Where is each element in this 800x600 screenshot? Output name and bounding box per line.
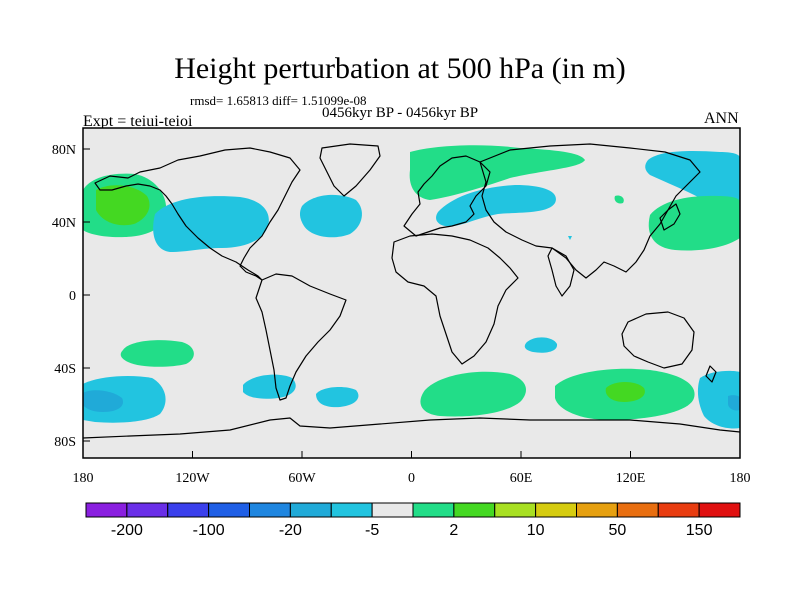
colorbar-label: 150: [686, 522, 713, 539]
colorbar-swatch: [371, 502, 414, 518]
stats-label: rmsd= 1.65813 diff= 1.51099e-08: [190, 93, 367, 108]
colorbar-label: 10: [527, 522, 545, 539]
y-tick-label: 80S: [54, 435, 76, 450]
contour-negative-eurasia: [436, 185, 556, 227]
colorbar-swatch: [698, 502, 741, 518]
y-tick-label: 80N: [52, 143, 76, 158]
period-label: 0456kyr BP - 0456kyr BP: [322, 105, 479, 121]
colorbar-swatch: [289, 502, 332, 518]
season-label: ANN: [704, 110, 739, 127]
coastline-australia: [621, 311, 695, 369]
contour-positive-south-pacific: [120, 340, 194, 367]
colorbar-label: -100: [193, 522, 225, 539]
colorbar-swatch: [576, 502, 618, 518]
coastline-new-zealand: [705, 365, 717, 383]
x-axis-ticks: 180 120W 60W 0 60E 120E 180: [73, 451, 751, 486]
colorbar-swatch: [330, 502, 373, 518]
contour-negative-northeast-asia: [645, 150, 740, 204]
x-tick-label: 0: [408, 471, 415, 486]
coastline-japan: [659, 203, 681, 231]
contour-negative-small-asia: [568, 236, 572, 240]
coastline-india: [547, 247, 575, 297]
chart-title: Height perturbation at 500 hPa (in m): [174, 52, 626, 85]
colorbar-swatch: [85, 502, 128, 518]
coastline-antarctica: [83, 417, 740, 439]
x-tick-label: 180: [730, 471, 751, 486]
colorbar-swatch: [167, 502, 210, 518]
colorbar-label: 50: [608, 522, 626, 539]
contour-negative-south-indian-small: [524, 337, 558, 353]
colorbar-label: -20: [279, 522, 302, 539]
colorbar-swatch: [412, 502, 455, 518]
coastline-greenland: [319, 143, 381, 197]
contour-negative-core-south-pacific: [83, 390, 124, 412]
contour-negative-north-america: [153, 196, 269, 252]
colorbar-label: 2: [449, 522, 458, 539]
y-tick-label: 40N: [52, 216, 76, 231]
x-tick-label: 180: [73, 471, 94, 486]
contour-negative-core-southwest-pacific: [728, 395, 740, 411]
colorbar-swatch: [616, 502, 659, 518]
x-tick-label: 60E: [510, 471, 533, 486]
experiment-label: Expt = teiui-teioi: [83, 113, 193, 130]
contour-positive-small-east-europe: [614, 195, 624, 204]
x-tick-label: 120W: [175, 471, 210, 486]
colorbar: [85, 502, 741, 518]
colorbar-label: -200: [111, 522, 143, 539]
contour-positive-south-atlantic: [420, 371, 526, 417]
contour-fills: [83, 145, 740, 429]
contour-positive-core-south-indian: [605, 382, 645, 402]
contour-negative-south-america: [243, 374, 296, 399]
y-tick-label: 0: [69, 289, 76, 304]
x-tick-label: 60W: [288, 471, 316, 486]
contour-negative-southwest-pacific: [697, 370, 740, 429]
contour-positive-northwest-pacific: [648, 195, 740, 251]
colorbar-swatch: [535, 502, 577, 518]
y-axis-ticks: 80N 40N 0 40S 80S: [52, 143, 90, 450]
coastlines: [83, 143, 740, 439]
colorbar-swatch: [208, 502, 250, 518]
colorbar-swatch: [494, 502, 537, 518]
y-tick-label: 40S: [54, 362, 76, 377]
coastline-africa: [391, 233, 519, 365]
colorbar-label: -5: [365, 522, 379, 539]
contour-negative-north-atlantic: [299, 194, 362, 238]
coastline-north-america: [94, 147, 301, 281]
coastline-asia: [479, 143, 701, 279]
colorbar-swatch: [453, 502, 496, 518]
coastline-europe: [403, 155, 491, 237]
coastline-south-america: [255, 273, 347, 401]
contour-negative-south-atlantic: [316, 386, 359, 408]
colorbar-swatch: [657, 502, 700, 518]
contour-positive-arctic-europe: [409, 145, 585, 200]
colorbar-swatch: [249, 502, 291, 518]
colorbar-labels: -200 -100 -20 -5 2 10 50 150: [111, 522, 713, 539]
x-tick-label: 120E: [616, 471, 646, 486]
contour-positive-core-alaska: [96, 185, 150, 226]
colorbar-swatch: [126, 502, 169, 518]
